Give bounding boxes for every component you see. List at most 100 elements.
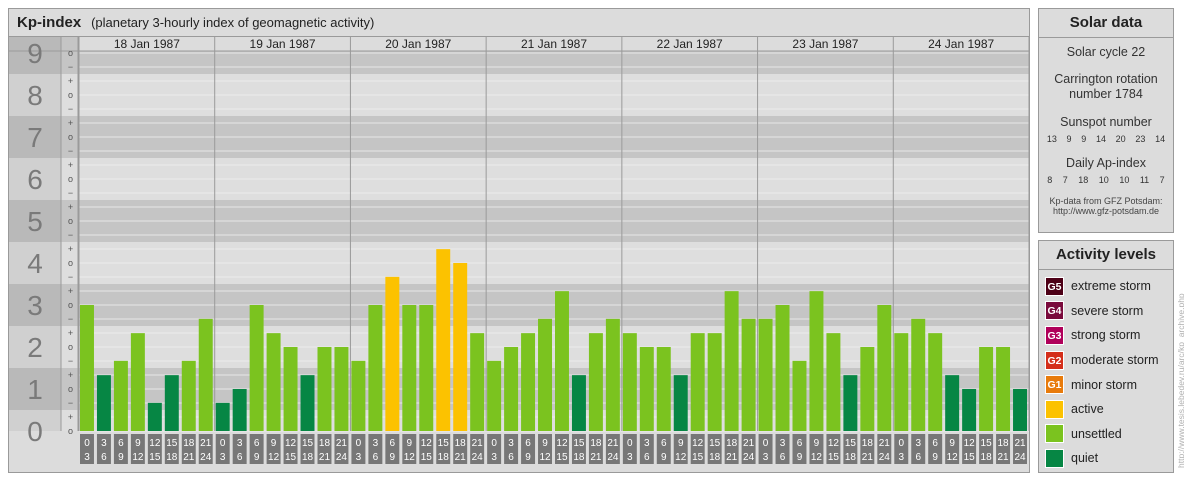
interval-end-label: 3 <box>491 452 497 463</box>
day-label: 18 Jan 1987 <box>114 37 180 51</box>
interval-start-label: 0 <box>220 438 226 449</box>
interval-box <box>877 434 892 464</box>
interval-start-label: 0 <box>356 438 362 449</box>
watermark-url: http://www.tesis.lebedev.ru/arc/kp_archi… <box>1176 293 1184 468</box>
y-minor-label: o <box>68 384 73 394</box>
sunspot-label: Sunspot number <box>1060 115 1152 129</box>
kp-bar <box>453 263 468 431</box>
interval-box <box>843 434 858 464</box>
interval-start-label: 0 <box>491 438 497 449</box>
interval-box <box>775 434 790 464</box>
legend-label: active <box>1071 402 1104 417</box>
day-label: 20 Jan 1987 <box>385 37 451 51</box>
interval-start-label: 21 <box>472 438 484 449</box>
y-minor-label: + <box>68 160 73 170</box>
interval-start-label: 21 <box>743 438 755 449</box>
interval-end-label: 9 <box>254 452 260 463</box>
interval-start-label: 9 <box>271 438 277 449</box>
interval-box <box>622 434 637 464</box>
credit-link[interactable]: http://www.gfz-potsdam.de <box>1052 206 1160 216</box>
interval-box <box>521 434 536 464</box>
kp-bar <box>487 360 502 431</box>
interval-start-label: 18 <box>455 438 467 449</box>
kp-bar <box>130 333 145 431</box>
kp-bar <box>758 318 773 431</box>
interval-start-label: 0 <box>627 438 633 449</box>
y-minor-label: + <box>68 118 73 128</box>
kp-bar <box>979 347 994 431</box>
y-minor-label: + <box>68 244 73 254</box>
interval-end-label: 12 <box>132 452 144 463</box>
interval-box <box>147 434 162 464</box>
interval-start-label: 3 <box>915 438 921 449</box>
level-band <box>9 410 1029 431</box>
sunspot-value: 23 <box>1135 134 1146 144</box>
legend-swatch: G3 <box>1045 325 1064 345</box>
kp-bar <box>945 375 960 431</box>
interval-box <box>945 434 960 464</box>
chart-header: Kp-index (planetary 3-hourly index of ge… <box>9 9 1029 37</box>
legend-item-unsettled: unsettled <box>1039 422 1173 447</box>
kp-bar <box>588 333 603 431</box>
interval-start-label: 12 <box>556 438 568 449</box>
interval-end-label: 21 <box>726 452 738 463</box>
legend-item-quiet: quiet <box>1039 446 1173 471</box>
y-minor-label: o <box>68 300 73 310</box>
kp-bar <box>622 333 637 431</box>
ap-index-values: 8 7 18 10 10 11 7 <box>1039 175 1173 185</box>
ap-value: 8 <box>1047 175 1053 185</box>
y-minor-label: − <box>68 188 73 198</box>
credit-line: Kp-data from GFZ Potsdam: <box>1049 196 1163 206</box>
y-minor-label: − <box>68 398 73 408</box>
legend-label: extreme storm <box>1071 279 1151 294</box>
interval-start-label: 0 <box>763 438 769 449</box>
interval-box <box>368 434 383 464</box>
ap-value: 10 <box>1119 175 1130 185</box>
interval-end-label: 3 <box>627 452 633 463</box>
interval-end-label: 24 <box>472 452 484 463</box>
y-minor-label: − <box>68 314 73 324</box>
interval-box <box>487 434 502 464</box>
interval-end-label: 9 <box>525 452 531 463</box>
interval-box <box>317 434 332 464</box>
interval-start-label: 12 <box>285 438 297 449</box>
interval-box <box>334 434 349 464</box>
y-minor-label: − <box>68 272 73 282</box>
interval-start-label: 6 <box>390 438 396 449</box>
interval-start-label: 15 <box>709 438 721 449</box>
legend-swatch: G2 <box>1045 350 1064 370</box>
interval-box <box>1013 434 1027 464</box>
interval-end-label: 3 <box>898 452 904 463</box>
kp-bar <box>266 333 281 431</box>
interval-start-label: 6 <box>932 438 938 449</box>
interval-end-label: 9 <box>390 452 396 463</box>
kp-bar <box>402 305 417 431</box>
kp-bar <box>962 389 977 431</box>
kp-bar <box>673 375 688 431</box>
interval-end-label: 24 <box>607 452 619 463</box>
interval-start-label: 15 <box>302 438 314 449</box>
interval-start-label: 3 <box>644 438 650 449</box>
interval-box <box>80 434 94 464</box>
y-minor-label: o <box>68 48 73 58</box>
interval-start-label: 3 <box>780 438 786 449</box>
interval-end-label: 9 <box>797 452 803 463</box>
interval-end-label: 21 <box>183 452 195 463</box>
kp-bar <box>249 305 264 431</box>
interval-end-label: 15 <box>692 452 704 463</box>
ap-value: 18 <box>1078 175 1089 185</box>
kp-bar <box>724 291 739 431</box>
legend-label: moderate storm <box>1071 353 1159 368</box>
carrington-rotation: Carrington rotation number 1784 <box>1054 72 1158 101</box>
interval-start-label: 18 <box>862 438 874 449</box>
interval-start-label: 12 <box>421 438 433 449</box>
legend-item-g4: G4 severe storm <box>1039 299 1173 324</box>
interval-start-label: 15 <box>981 438 993 449</box>
kp-bar <box>164 375 179 431</box>
y-minor-label: + <box>68 328 73 338</box>
kp-bar <box>198 318 213 431</box>
interval-end-label: 21 <box>590 452 602 463</box>
interval-end-label: 9 <box>118 452 124 463</box>
interval-end-label: 12 <box>404 452 416 463</box>
kp-bar <box>775 305 790 431</box>
